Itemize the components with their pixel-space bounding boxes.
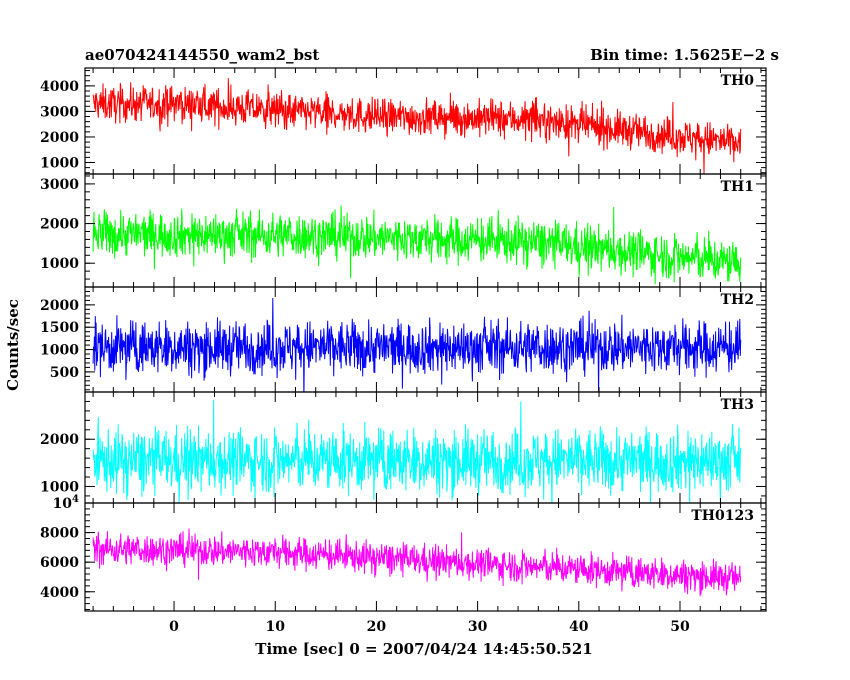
series-line-th0 xyxy=(92,78,742,174)
panel-frame xyxy=(84,502,767,612)
series-line-th2 xyxy=(92,297,742,392)
y-tick-label: 500 xyxy=(50,365,79,381)
panel-th2: TH2 500 1000 1500 2000 xyxy=(40,286,767,393)
series-label-th2: TH2 xyxy=(721,292,754,308)
y-tick-label: 104 xyxy=(53,494,79,512)
panel-th3: TH3 1000 2000 xyxy=(40,391,767,504)
y-tick-label: 6000 xyxy=(40,555,79,571)
panel-th0123: TH0123 4000 6000 8000 104 0 10 20 30 40 50 xyxy=(40,494,767,635)
x-tick-label: 50 xyxy=(670,619,690,635)
series-line-th1 xyxy=(92,205,742,285)
y-tick-label: 2000 xyxy=(40,217,79,233)
y-tick-label: 1000 xyxy=(40,343,79,359)
series-line-th0123 xyxy=(92,528,742,597)
x-tick-label: 20 xyxy=(367,619,387,635)
y-tick-label: 4000 xyxy=(40,79,79,95)
y-tick-label: 3000 xyxy=(40,104,79,120)
chart-title-left: ae070424144550_wam2_bst xyxy=(85,46,319,64)
y-tick-exponent: 4 xyxy=(72,494,79,505)
panel-th1: TH1 1000 2000 3000 xyxy=(40,173,767,288)
series-label-th0123: TH0123 xyxy=(691,508,754,524)
panel-th0: TH0 1000 2000 3000 4000 xyxy=(40,67,767,175)
y-tick-label: 8000 xyxy=(40,526,79,542)
y-axis-label: Counts/sec xyxy=(4,299,22,391)
series-label-th1: TH1 xyxy=(721,179,754,195)
y-tick-label: 1000 xyxy=(40,479,79,495)
y-tick-label: 2000 xyxy=(40,432,79,448)
x-tick-label: 10 xyxy=(265,619,285,635)
y-tick-label: 3000 xyxy=(40,177,79,193)
y-tick-label: 1500 xyxy=(40,320,79,336)
y-tick-label: 4000 xyxy=(40,585,79,601)
x-axis-label: Time [sec] 0 = 2007/04/24 14:45:50.521 xyxy=(255,640,592,658)
y-tick-label: 2000 xyxy=(40,298,79,314)
y-tick-label: 2000 xyxy=(40,130,79,146)
series-label-th0: TH0 xyxy=(721,73,755,89)
x-tick-label: 40 xyxy=(569,619,589,635)
y-tick-label: 1000 xyxy=(40,156,79,172)
y-tick-label: 1000 xyxy=(40,256,79,272)
x-tick-label: 30 xyxy=(468,619,488,635)
series-line-th3 xyxy=(92,399,742,503)
x-tick-label: 0 xyxy=(169,619,179,635)
series-label-th3: TH3 xyxy=(721,397,754,413)
chart-title-right: Bin time: 1.5625E−2 s xyxy=(590,46,779,64)
panels: TH01000200030004000TH1100020003000TH2500… xyxy=(40,67,767,635)
